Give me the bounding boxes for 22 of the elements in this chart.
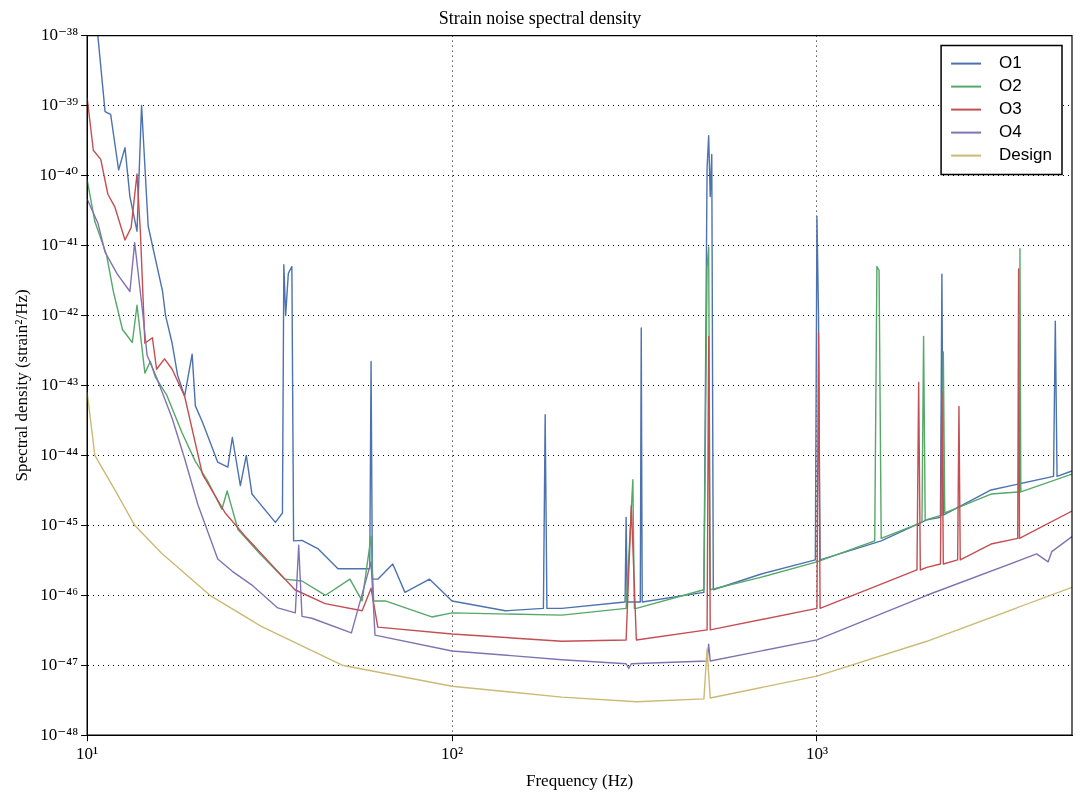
x-tick-label: 10³ [805,743,828,763]
legend-label: Design [999,145,1052,165]
y-tick-label: 10⁻³⁹ [41,95,79,115]
y-tick-label: 10⁻⁴⁶ [40,584,79,604]
legend-label: O2 [999,76,1022,96]
y-tick-label: 10⁻⁴⁸ [40,724,79,744]
y-tick-label: 10⁻⁴⁴ [40,444,79,464]
legend-label: O3 [999,99,1022,119]
legend-label: O4 [999,122,1022,142]
y-tick-label: 10⁻⁴⁵ [40,514,79,534]
chart-title: Strain noise spectral density [438,7,642,28]
y-tick-label: 10⁻⁴³ [41,374,79,394]
x-tick-label: 10¹ [76,743,99,763]
legend-label: O1 [999,53,1022,73]
y-tick-label: 10⁻³⁸ [41,25,79,45]
y-axis-title: Spectral density (strain²/Hz) [11,289,31,482]
y-tick-label: 10⁻⁴⁷ [40,654,79,674]
y-tick-label: 10⁻⁴⁰ [39,164,79,184]
x-tick-label: 10² [440,743,464,763]
x-axis-title: Frequency (Hz) [525,771,634,791]
y-tick-label: 10⁻⁴¹ [41,234,79,254]
y-tick-label: 10⁻⁴² [41,304,79,324]
